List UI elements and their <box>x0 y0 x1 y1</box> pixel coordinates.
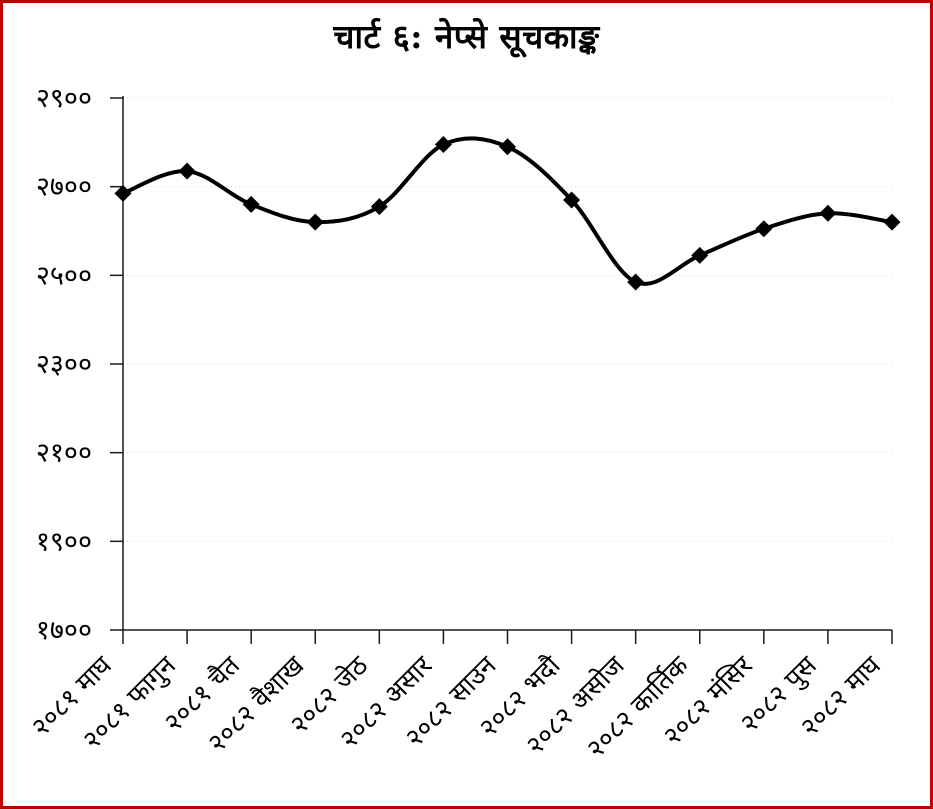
data-point-marker <box>755 220 773 238</box>
y-tick-label: १९०० <box>36 526 92 557</box>
data-point-marker <box>627 273 645 291</box>
y-tick-label: २५०० <box>36 260 92 291</box>
data-point-marker <box>306 213 324 231</box>
data-point-marker <box>563 191 581 209</box>
y-tick-label: २९०० <box>36 83 92 114</box>
data-point-marker <box>691 246 709 264</box>
data-point-marker <box>883 213 901 231</box>
data-point-marker <box>114 184 132 202</box>
data-point-marker <box>178 162 196 180</box>
data-point-marker <box>499 138 516 156</box>
data-point-marker <box>242 195 260 213</box>
y-tick-label: २३०० <box>36 349 92 380</box>
y-tick-label: १७०० <box>36 615 92 646</box>
chart-title: चार्ट ६: नेप्से सूचकाङ्क <box>333 17 600 56</box>
y-tick-label: २७०० <box>36 172 92 203</box>
data-series-line <box>121 136 894 286</box>
y-tick-label: २१०० <box>36 438 92 469</box>
data-point-marker <box>819 204 837 222</box>
data-point-marker <box>434 136 452 154</box>
data-point-marker <box>370 198 388 216</box>
